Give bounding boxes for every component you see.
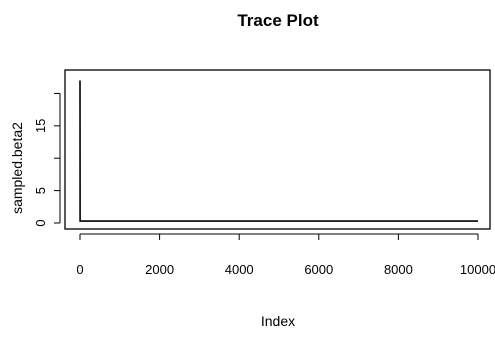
x-tick-label-1: 2000 (145, 262, 174, 277)
data-layer (79, 80, 478, 222)
y-tick-label-3: 15 (33, 119, 48, 133)
x-tick-label-4: 8000 (384, 262, 413, 277)
x-axis-label: Index (261, 313, 295, 329)
x-tick-label-2: 4000 (225, 262, 254, 277)
x-tick-label-0: 0 (76, 262, 83, 277)
y-axis: 0 5 15 (33, 92, 61, 227)
x-tick-label-5: 10000 (460, 262, 495, 277)
y-tick-label-0: 0 (33, 219, 48, 226)
x-axis: 0 2000 4000 6000 8000 10000 (76, 233, 495, 277)
x-tick-label-3: 6000 (304, 262, 333, 277)
chart-title: Trace Plot (237, 11, 319, 30)
y-tick-label-1: 5 (33, 187, 48, 194)
series-line-0 (79, 80, 478, 222)
plot-frame (64, 69, 491, 230)
y-axis-label: sampled.beta2 (9, 122, 25, 214)
